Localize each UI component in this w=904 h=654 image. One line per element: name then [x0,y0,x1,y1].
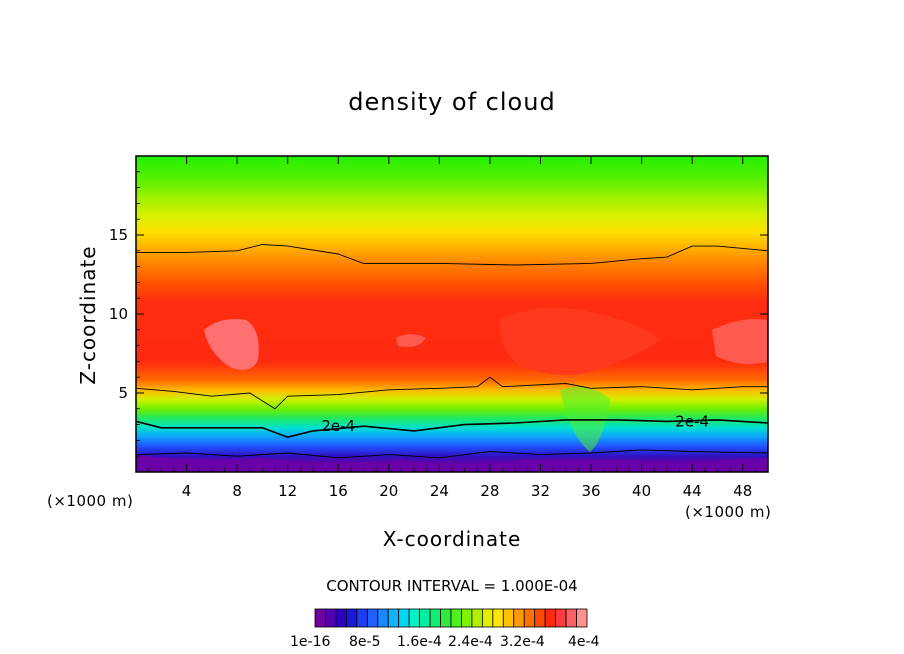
x-tick-label-9: 40 [632,482,651,500]
contour-line-1 [135,376,768,410]
colorbar-swatch-13 [450,608,462,628]
x-tick-label-7: 32 [531,482,550,500]
x-unit-right: (×1000 m) [685,503,772,521]
colorbar-swatch-6 [377,608,389,628]
colorbar-swatch-8 [398,608,410,628]
contour-labels: 2e-4 2e-4 [321,412,709,435]
colorbar-swatch-21 [534,608,546,628]
colorbar-swatch-4 [356,608,368,628]
colorbar-label-5: 4e-4 [568,634,600,650]
y-tick-label-0: 5 [118,384,128,402]
contour-label-0: 2e-4 [321,417,355,435]
colorbar-label-3: 2.4e-4 [448,634,493,650]
x-axis: 4 8 12 16 20 24 28 32 36 40 44 48 [148,156,756,500]
x-tick-label-8: 36 [581,482,600,500]
colorbar-swatch-17 [492,608,504,628]
colorbar-swatch-11 [429,608,441,628]
heatmap-field [136,156,768,472]
x-tick-label-4: 20 [379,482,398,500]
contour-line-3 [135,449,769,459]
colorbar-swatch-15 [471,608,483,628]
contour-line-2 [135,419,769,439]
contour-line-0 [136,244,769,266]
x-tick-label-10: 44 [683,482,702,500]
colorbar-swatch-10 [419,608,431,628]
colorbar-swatch-23 [555,608,567,628]
y-axis-label: Z-coordinate [76,245,100,385]
contour-lines [135,244,769,459]
colorbar [314,608,588,628]
x-tick-label-5: 24 [430,482,449,500]
x-tick-label-6: 28 [480,482,499,500]
x-unit-left: (×1000 m) [47,492,134,510]
low-density-band [136,455,768,472]
colorbar-label-2: 1.6e-4 [397,634,442,650]
x-tick-label-11: 48 [733,482,752,500]
colorbar-swatch-2 [335,608,347,628]
colorbar-label-1: 8e-5 [349,634,381,650]
x-axis-label: X-coordinate [382,527,522,551]
heatmap-background [136,156,768,472]
y-tick-label-1: 10 [109,305,128,323]
colorbar-label-4: 3.2e-4 [500,634,545,650]
colorbar-swatch-9 [408,608,421,628]
max-density-blob-left [204,319,259,370]
colorbar-swatch-7 [387,608,400,628]
max-density-blob-mid [396,334,426,347]
contour-label-1: 2e-4 [675,412,709,430]
x-tick-label-2: 12 [278,482,297,500]
y-axis: 5 10 15 [109,171,768,457]
y-tick-label-2: 15 [109,226,128,244]
colorbar-swatch-20 [523,608,536,628]
contour-interval: CONTOUR INTERVAL = 1.000E-04 [326,577,578,595]
colorbar-swatch-22 [544,608,557,628]
x-tick-label-0: 4 [182,482,192,500]
colorbar-swatch-5 [366,608,379,628]
colorbar-swatch-19 [513,608,525,628]
max-density-blob-right [712,319,768,364]
colorbar-swatch-24 [565,608,577,628]
colorbar-swatch-12 [440,608,452,628]
colorbar-swatch-0 [314,608,326,628]
colorbar-swatch-14 [461,608,473,628]
colorbar-swatch-18 [502,608,515,628]
colorbar-swatch-25 [576,608,588,628]
chart-title: density of cloud [348,88,556,116]
turbulent-region [499,307,660,375]
colorbar-swatch-16 [481,608,494,628]
x-tick-label-1: 8 [232,482,242,500]
colorbar-label-0: 1e-16 [290,634,331,650]
x-tick-label-3: 16 [329,482,348,500]
colorbar-swatch-3 [345,608,358,628]
colorbar-swatch-1 [325,608,337,628]
